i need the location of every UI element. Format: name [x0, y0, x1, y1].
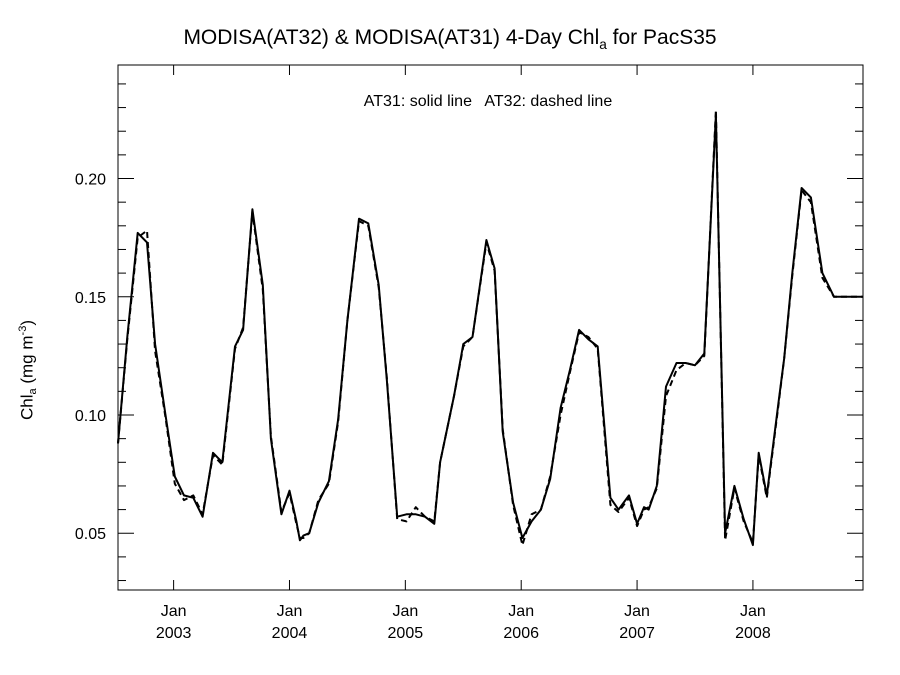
y-tick-label: 0.20	[75, 172, 106, 189]
plot-frame	[117, 64, 864, 591]
x-tick-label-year: 2003	[156, 625, 192, 642]
x-tick-label-month: Jan	[508, 603, 534, 620]
x-tick-label-year: 2008	[735, 625, 771, 642]
x-tick-label-year: 2007	[619, 625, 655, 642]
series-annotation: AT31: solid line AT32: dashed line	[364, 93, 613, 110]
x-tick-label-year: 2004	[272, 625, 308, 642]
chart-title: MODISA(AT32) & MODISA(AT31) 4-Day Chla f…	[183, 26, 717, 52]
y-tick-label: 0.15	[75, 290, 106, 307]
x-tick-label-year: 2006	[503, 625, 539, 642]
axis-ticks: 0.05 0.10 0.15 0.20 Jan 2003 Jan 2004 Jan 2005 Jan…	[75, 65, 863, 642]
y-tick-label: 0.05	[75, 526, 106, 543]
x-tick-label-year: 2005	[388, 625, 424, 642]
x-tick-label-month: Jan	[161, 603, 187, 620]
at31-solid-line	[117, 113, 863, 547]
at32-dashed-line	[117, 108, 863, 547]
y-tick-label: 0.10	[75, 408, 106, 425]
x-tick-label-month: Jan	[624, 603, 650, 620]
x-tick-label-month: Jan	[277, 603, 303, 620]
series-lines	[117, 108, 863, 547]
x-tick-label-month: Jan	[740, 603, 766, 620]
x-tick-label-month: Jan	[392, 603, 418, 620]
